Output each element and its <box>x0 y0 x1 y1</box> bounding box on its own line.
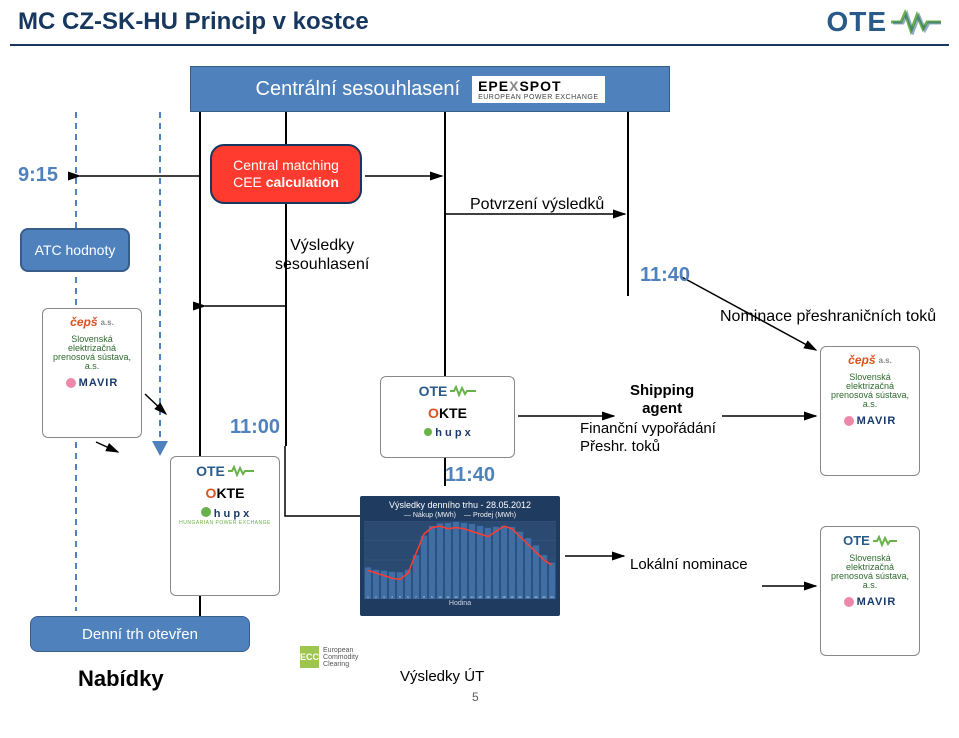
hupx-logo-2: h u p x <box>424 427 470 439</box>
svg-text:18: 18 <box>502 595 506 599</box>
ecc-logo: ECC European Commodity Clearing <box>300 646 380 668</box>
epex-sub: EUROPEAN POWER EXCHANGE <box>478 94 598 101</box>
px-stack: OTE OKTE h u p x HUNGARIAN POWER EXCHANG… <box>170 456 280 596</box>
minichart-legend: — Nákup (MWh) — Prodej (MWh) <box>364 512 556 519</box>
hupx-logo: h u p x HUNGARIAN POWER EXCHANGE <box>179 507 271 526</box>
shipping-label: Shippingagent <box>630 382 694 418</box>
atc-box: ATC hodnoty <box>20 228 130 272</box>
ote-logo-text: OTE <box>826 6 887 38</box>
ote-logo-small-r2: OTE <box>843 533 897 548</box>
page-title: MC CZ-SK-HU Princip v kostce <box>18 8 369 36</box>
svg-text:20: 20 <box>518 595 522 599</box>
tso-stack-left: čepša.s. Slovenskáelektrizačnáprenosová … <box>42 308 142 438</box>
svg-text:24: 24 <box>550 595 554 599</box>
pulse-icon <box>891 9 941 35</box>
svg-text:10: 10 <box>438 595 442 599</box>
minichart: Výsledky denního trhu - 28.05.2012 — Nák… <box>360 496 560 616</box>
matching-line2: CEE CEE calculationcalculation <box>233 174 339 191</box>
ceps-logo: čepša.s. <box>70 315 114 329</box>
svg-text:23: 23 <box>542 595 546 599</box>
svg-text:22: 22 <box>534 595 538 599</box>
svg-text:13: 13 <box>462 595 466 599</box>
time-915: 9:15 <box>18 164 58 187</box>
page-number: 5 <box>472 690 479 704</box>
centralni-label: Centrální sesouhlasení <box>256 78 461 101</box>
svg-text:11: 11 <box>446 595 449 599</box>
epex-logo: EPEXSPOT EUROPEAN POWER EXCHANGE <box>472 76 604 103</box>
svg-text:16: 16 <box>486 595 490 599</box>
mavir-logo: MAVIR <box>66 377 119 389</box>
potvrzeni-label: Potvrzení výsledků <box>470 196 604 214</box>
svg-text:17: 17 <box>494 595 498 599</box>
time-1140a: 11:40 <box>640 264 690 287</box>
matching-line1: Central matching <box>233 157 339 174</box>
tso-stack-right2: OTE Slovenskáelektrizačnáprenosová sústa… <box>820 526 920 656</box>
okte-logo: OKTE <box>206 485 245 501</box>
seps-logo-r1: Slovenskáelektrizačnáprenosová sústava, … <box>829 373 911 409</box>
svg-text:12: 12 <box>454 595 458 599</box>
minichart-title: Výsledky denního trhu - 28.05.2012 <box>364 500 556 510</box>
vysledky-ut-label: Výsledky ÚT <box>400 668 484 685</box>
ecc-square: ECC <box>300 646 319 668</box>
minichart-xlabel: Hodina <box>364 600 556 607</box>
centralni-box: Centrální sesouhlasení EPEXSPOT EUROPEAN… <box>190 66 670 112</box>
minichart-plot: 123456789101112131415161718192021222324 <box>364 521 556 599</box>
financni-label: Finanční vypořádáníPřeshr. toků <box>580 420 716 456</box>
tso-stack-right: čepša.s. Slovenskáelektrizačnáprenosová … <box>820 346 920 476</box>
nabidky-label: Nabídky <box>78 666 164 692</box>
svg-text:21: 21 <box>526 595 530 599</box>
svg-text:15: 15 <box>478 595 482 599</box>
mavir-logo-r2: MAVIR <box>844 596 897 608</box>
matching-box: Central matching CEE CEE calculationcalc… <box>210 144 362 204</box>
nominace-label: Nominace přeshraničních toků <box>720 308 936 326</box>
diagram-canvas: Centrální sesouhlasení EPEXSPOT EUROPEAN… <box>0 46 959 706</box>
ceps-logo-r1: čepša.s. <box>848 353 892 367</box>
svg-text:19: 19 <box>510 595 514 599</box>
lokalni-label: Lokální nominace <box>630 556 748 573</box>
ecc-text: European Commodity Clearing <box>323 647 380 668</box>
epex-top: EPEXSPOT <box>478 78 561 94</box>
ote-logo-small-2: OTE <box>419 383 477 399</box>
seps-logo: Slovenskáelektrizačnáprenosová sústava, … <box>51 335 133 371</box>
seps-logo-r2: Slovenskáelektrizačnáprenosová sústava, … <box>829 554 911 590</box>
ote-logo: OTE <box>826 6 941 38</box>
vysledky-label: Výsledkysesouhlasení <box>275 236 369 274</box>
okte-logo-2: OKTE <box>428 405 467 421</box>
denni-box: Denní trh otevřen <box>30 616 250 652</box>
svg-text:14: 14 <box>470 595 474 599</box>
time-1140b: 11:40 <box>445 464 495 487</box>
time-1100: 11:00 <box>230 416 280 439</box>
px-stack-2: OTE OKTE h u p x <box>380 376 515 458</box>
mavir-logo-r1: MAVIR <box>844 415 897 427</box>
ote-logo-small: OTE <box>196 463 254 479</box>
